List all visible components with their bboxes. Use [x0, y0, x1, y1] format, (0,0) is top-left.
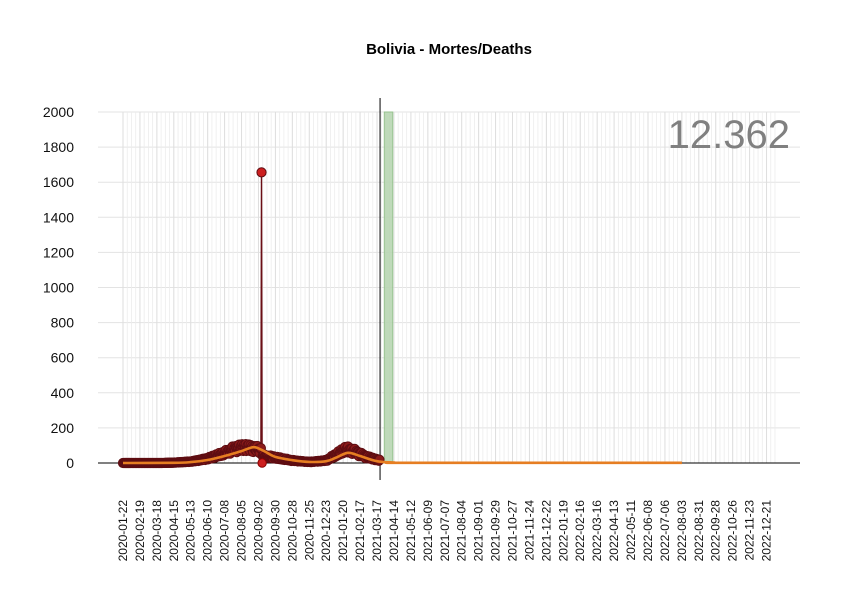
- y-tick-label: 200: [51, 420, 75, 436]
- x-tick-label: 2020-03-18: [150, 500, 164, 562]
- x-tick-label: 2021-01-20: [336, 500, 350, 562]
- x-tick-label: 2021-07-07: [438, 500, 452, 562]
- x-tick-label: 2021-03-17: [370, 500, 384, 562]
- y-tick-label: 2000: [43, 104, 74, 120]
- grid: [98, 98, 800, 480]
- x-tick-label: 2022-02-16: [573, 500, 587, 562]
- x-tick-label: 2021-10-27: [506, 500, 520, 562]
- x-tick-label: 2021-09-01: [472, 500, 486, 562]
- x-tick-label: 2022-12-21: [760, 500, 774, 562]
- x-tick-label: 2021-11-24: [522, 500, 536, 561]
- x-tick-label: 2021-08-04: [455, 500, 469, 562]
- x-tick-label: 2020-02-19: [133, 500, 147, 562]
- chart-title: Bolivia - Mortes/Deaths: [366, 41, 532, 58]
- x-tick-label: 2020-10-28: [285, 500, 299, 562]
- x-tick-label: 2020-07-08: [218, 500, 232, 562]
- y-tick-label: 1200: [43, 244, 74, 260]
- x-tick-label: 2020-11-25: [302, 500, 316, 561]
- smoothed-deaths-line: [122, 445, 682, 465]
- x-tick-label: 2021-06-09: [421, 500, 435, 562]
- y-tick-label: 1600: [43, 174, 74, 190]
- x-tick-label: 2021-09-29: [489, 500, 503, 562]
- dip-point: [257, 458, 267, 468]
- x-tick-label: 2020-08-05: [235, 500, 249, 562]
- x-tick-label: 2020-04-15: [167, 500, 181, 562]
- x-tick-label: 2020-12-23: [319, 500, 333, 562]
- x-axis: 2020-01-22 2020-02-19 2020-03-18 2020-04-15…: [116, 500, 774, 562]
- x-tick-label: 2022-06-08: [641, 500, 655, 562]
- x-tick-label: 2020-09-02: [251, 500, 265, 562]
- highlight-band: [383, 111, 394, 464]
- x-tick-label: 2022-10-26: [726, 500, 740, 562]
- x-tick-label: 2021-12-22: [539, 500, 553, 562]
- x-tick-label: 2022-11-23: [743, 500, 757, 561]
- y-axis: 0 200 400 600 800 1000 1200 1400 1600 1800 2000: [43, 104, 74, 471]
- x-tick-label: 2020-06-10: [201, 500, 215, 562]
- y-tick-label: 1800: [43, 139, 74, 155]
- x-tick-label: 2022-08-31: [692, 500, 706, 562]
- y-tick-label: 1000: [43, 280, 74, 296]
- y-tick-label: 600: [51, 350, 75, 366]
- x-tick-label: 2022-07-06: [658, 500, 672, 562]
- y-tick-label: 400: [51, 385, 75, 401]
- x-tick-label: 2022-01-19: [556, 500, 570, 562]
- series-layer: [117, 167, 682, 469]
- highlight-band-bar: [383, 111, 394, 464]
- total-deaths-label: 12.362: [668, 113, 790, 157]
- x-tick-label: 2022-03-16: [590, 500, 604, 562]
- spike-point: [256, 167, 267, 178]
- x-tick-label: 2022-04-13: [607, 500, 621, 562]
- x-tick-label: 2020-01-22: [116, 500, 130, 562]
- x-tick-label: 2022-09-28: [709, 500, 723, 562]
- x-tick-label: 2022-05-11: [624, 500, 638, 561]
- x-tick-label: 2020-09-30: [268, 500, 282, 562]
- y-tick-label: 0: [66, 455, 74, 471]
- y-tick-label: 1400: [43, 209, 74, 225]
- x-tick-label: 2022-08-03: [675, 500, 689, 562]
- x-tick-label: 2020-05-13: [184, 500, 198, 562]
- y-tick-label: 800: [51, 315, 75, 331]
- x-tick-label: 2021-02-17: [353, 500, 367, 562]
- x-tick-label: 2021-05-12: [404, 500, 418, 562]
- x-tick-label: 2021-04-14: [387, 500, 401, 562]
